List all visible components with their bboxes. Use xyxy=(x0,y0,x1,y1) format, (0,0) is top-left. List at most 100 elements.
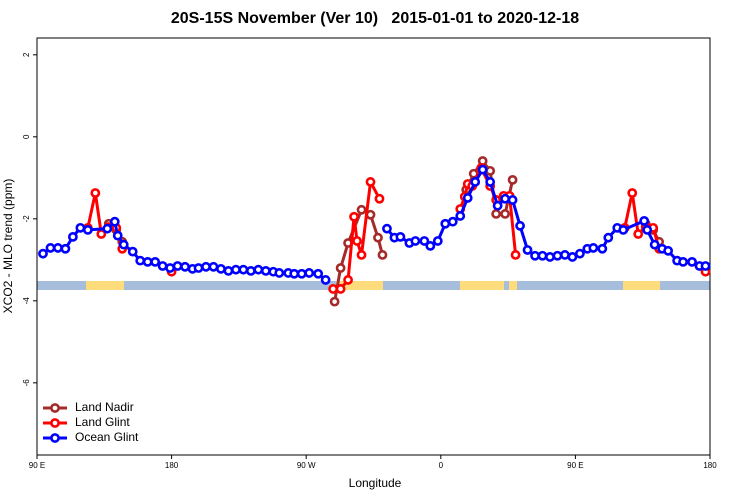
data-point xyxy=(320,275,331,285)
data-point xyxy=(574,248,585,259)
legend-marker xyxy=(50,403,60,413)
data-point xyxy=(410,236,421,246)
x-tick-label: 90 E xyxy=(567,461,583,470)
data-point xyxy=(627,188,638,198)
data-point xyxy=(356,204,367,215)
data-point xyxy=(180,261,190,272)
data-point xyxy=(289,268,300,279)
data-point xyxy=(507,174,518,185)
data-point xyxy=(328,284,339,294)
data-point xyxy=(663,245,674,256)
data-point xyxy=(127,246,138,257)
data-point xyxy=(510,250,521,260)
plot-frame xyxy=(36,37,711,456)
data-point xyxy=(373,232,383,243)
data-point xyxy=(112,230,123,241)
data-point xyxy=(53,243,63,253)
data-point xyxy=(440,218,451,229)
data-point xyxy=(172,261,183,271)
data-point xyxy=(335,263,346,273)
y-axis-label: XCO2 - MLO trend (ppm) xyxy=(1,179,15,314)
data-point xyxy=(82,224,93,235)
data-point xyxy=(603,232,614,243)
data-point xyxy=(491,209,502,219)
legend-marker xyxy=(50,418,60,428)
land-strip xyxy=(509,281,517,290)
data-point xyxy=(223,265,234,276)
data-point xyxy=(447,216,458,227)
data-point xyxy=(700,261,711,271)
y-tick-label: -2 xyxy=(22,215,31,223)
data-point xyxy=(492,200,503,211)
data-point xyxy=(313,268,324,279)
x-tick-label: 90 W xyxy=(297,461,316,470)
land-strip xyxy=(460,281,504,290)
data-point xyxy=(560,250,570,260)
chart-title: 20S-15S November (Ver 10) 2015-01-01 to … xyxy=(171,10,579,27)
data-point xyxy=(356,250,367,260)
data-point xyxy=(335,284,346,294)
y-tick-label: -6 xyxy=(22,379,31,387)
data-point xyxy=(349,211,359,222)
data-point xyxy=(296,268,307,279)
data-point xyxy=(329,296,340,307)
data-point xyxy=(260,265,271,276)
data-point xyxy=(150,256,161,267)
data-point xyxy=(485,165,496,176)
legend-marker xyxy=(50,433,60,443)
data-point xyxy=(545,252,555,262)
data-point xyxy=(352,236,362,246)
data-point xyxy=(274,268,285,278)
land-strip xyxy=(623,281,660,290)
data-point xyxy=(515,220,525,231)
x-tick-label: 180 xyxy=(165,461,179,470)
y-tick-label: 2 xyxy=(22,52,31,57)
data-point xyxy=(678,256,688,267)
data-point xyxy=(552,250,563,261)
data-point xyxy=(425,240,436,251)
data-point xyxy=(419,236,430,246)
data-point xyxy=(231,264,241,275)
data-point xyxy=(382,223,392,234)
x-tick-label: 0 xyxy=(439,461,444,470)
y-tick-label: 0 xyxy=(22,134,31,139)
data-point xyxy=(639,215,650,226)
x-axis-label: Longitude xyxy=(349,476,402,490)
data-point xyxy=(343,275,353,285)
data-point xyxy=(455,211,466,221)
data-point xyxy=(374,193,385,204)
land-ocean-strip xyxy=(37,281,710,290)
data-point xyxy=(530,250,540,261)
data-point xyxy=(102,223,113,234)
data-point xyxy=(253,264,264,275)
x-tick-label: 180 xyxy=(703,461,717,470)
data-point xyxy=(507,195,518,205)
data-point xyxy=(142,256,153,267)
data-point xyxy=(75,222,86,233)
data-point xyxy=(193,263,204,273)
data-point xyxy=(537,250,548,261)
data-point xyxy=(462,193,473,203)
data-point xyxy=(500,193,511,204)
data-point xyxy=(245,265,256,276)
data-point xyxy=(67,231,78,242)
data-point xyxy=(470,177,481,187)
legend-label: Land Glint xyxy=(75,415,130,429)
land-strip xyxy=(86,281,124,290)
data-point xyxy=(201,261,211,272)
data-point xyxy=(377,250,388,260)
data-point xyxy=(618,224,629,235)
data-point xyxy=(500,209,511,219)
data-point xyxy=(157,261,168,271)
data-point xyxy=(567,252,578,262)
x-tick-label: 90 E xyxy=(29,461,45,470)
data-point xyxy=(642,224,653,235)
data-point xyxy=(60,243,71,254)
data-point xyxy=(687,256,697,267)
data-point xyxy=(522,245,533,255)
data-point xyxy=(597,243,608,254)
data-point xyxy=(165,263,176,273)
data-point xyxy=(216,263,226,274)
